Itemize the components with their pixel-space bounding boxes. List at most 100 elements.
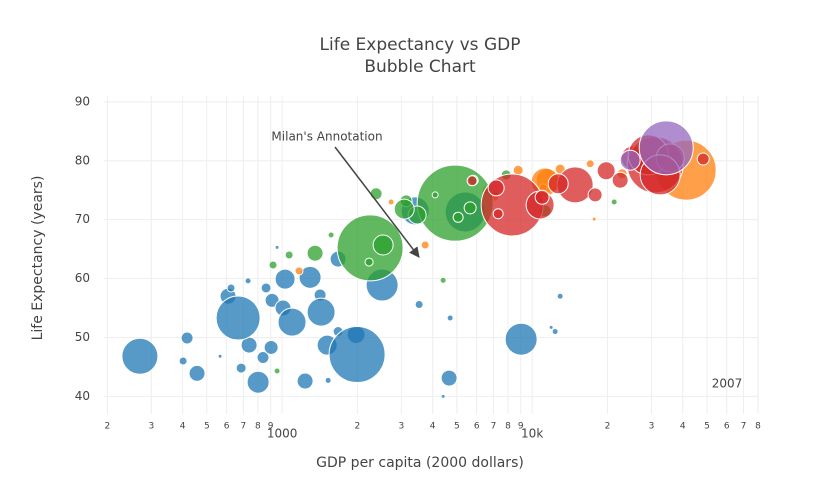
- x-tick-label: 8: [505, 422, 511, 432]
- bubble: [591, 216, 597, 222]
- x-tick-label: 6: [724, 422, 730, 432]
- x-tick-label: 4: [680, 422, 686, 432]
- bubble: [298, 265, 322, 289]
- bubble: [596, 161, 616, 181]
- bubble: [306, 297, 336, 327]
- bubble: [585, 159, 595, 169]
- bubble: [393, 198, 415, 220]
- bubble: [551, 328, 559, 336]
- annotation: 2007: [712, 377, 743, 391]
- bubble: [235, 362, 247, 374]
- bubble: [296, 372, 314, 390]
- x-tick-label: 2: [104, 422, 110, 432]
- x-tick-label: 8: [755, 422, 761, 432]
- bubble: [387, 198, 395, 206]
- chart-subtitle: Bubble Chart: [364, 57, 476, 77]
- bubble: [587, 187, 603, 203]
- bubble: [452, 211, 464, 223]
- bubble: [180, 331, 194, 345]
- x-axis-title: GDP per capita (2000 dollars): [316, 455, 524, 471]
- x-tick-label: 2: [355, 422, 361, 432]
- annotation: Milan's Annotation: [271, 130, 382, 144]
- bubble: [414, 299, 424, 309]
- bubble: [274, 268, 296, 290]
- x-tick-label: 8: [255, 422, 261, 432]
- x-tick-label: 5: [454, 422, 460, 432]
- bubble: [446, 314, 454, 322]
- x-tick-label: 6: [474, 422, 480, 432]
- y-tick-label: 60: [75, 271, 90, 285]
- x-tick-label: 5: [704, 422, 710, 432]
- x-tick-label: 3: [649, 422, 655, 432]
- x-tick-label: 7: [741, 422, 747, 432]
- x-tick-label: 10k: [521, 427, 543, 441]
- bubble: [619, 149, 641, 171]
- bubble: [263, 339, 279, 355]
- bubble: [369, 187, 383, 201]
- bubble: [217, 353, 223, 359]
- bubble: [492, 208, 504, 220]
- bubble: [256, 350, 270, 364]
- bubble: [440, 393, 446, 399]
- bubble: [277, 307, 307, 337]
- y-tick-label: 80: [75, 153, 90, 167]
- bubble: [260, 282, 272, 294]
- x-tick-label: 7: [240, 422, 246, 432]
- bubble: [336, 214, 404, 282]
- x-tick-label: 4: [180, 422, 186, 432]
- bubble: [463, 201, 477, 215]
- x-tick-label: 1000: [267, 427, 298, 441]
- bubble: [547, 173, 569, 195]
- bubble: [178, 356, 188, 366]
- bubble: [188, 364, 206, 382]
- bubble: [324, 376, 332, 384]
- bubble: [246, 370, 270, 394]
- y-axis-title: Life Expectancy (years): [30, 176, 46, 341]
- x-tick-label: 3: [148, 422, 154, 432]
- bubble: [487, 179, 505, 197]
- bubble: [504, 322, 538, 356]
- bubble: [440, 369, 458, 387]
- x-tick-label: 9: [518, 422, 524, 432]
- bubble: [273, 367, 281, 375]
- bubble: [431, 191, 439, 199]
- bubble: [534, 189, 550, 205]
- bubble: [611, 171, 629, 189]
- bubble: [610, 198, 618, 206]
- bubble: [548, 324, 554, 330]
- bubble: [364, 257, 374, 267]
- x-tick-label: 6: [224, 422, 230, 432]
- grid: [104, 96, 759, 414]
- bubble: [556, 292, 564, 300]
- bubble: [696, 152, 710, 166]
- bubble: [466, 175, 478, 187]
- bubble: [372, 234, 394, 256]
- y-tick-label: 90: [75, 94, 90, 108]
- bubble: [327, 231, 335, 239]
- bubble: [420, 240, 430, 250]
- bubble: [284, 250, 294, 260]
- bubble: [306, 244, 324, 262]
- x-tick-label: 7: [491, 422, 497, 432]
- bubble: [638, 120, 694, 176]
- y-tick-label: 70: [75, 212, 90, 226]
- y-tick-label: 40: [75, 389, 90, 403]
- bubble: [274, 244, 280, 250]
- x-tick-label: 5: [204, 422, 210, 432]
- bubble: [244, 277, 252, 285]
- x-tick-label: 4: [430, 422, 436, 432]
- x-tick-label: 3: [399, 422, 405, 432]
- bubble: [294, 266, 304, 276]
- bubble: [439, 276, 447, 284]
- y-tick-label: 50: [75, 330, 90, 344]
- x-tick-label: 9: [268, 422, 274, 432]
- bubbles: [121, 120, 717, 399]
- bubble: [268, 260, 278, 270]
- bubble: [328, 326, 386, 384]
- bubble: [215, 295, 261, 341]
- bubble: [121, 337, 159, 375]
- x-tick-label: 2: [605, 422, 611, 432]
- annotation-arrow: [334, 146, 420, 258]
- bubble: [264, 292, 280, 308]
